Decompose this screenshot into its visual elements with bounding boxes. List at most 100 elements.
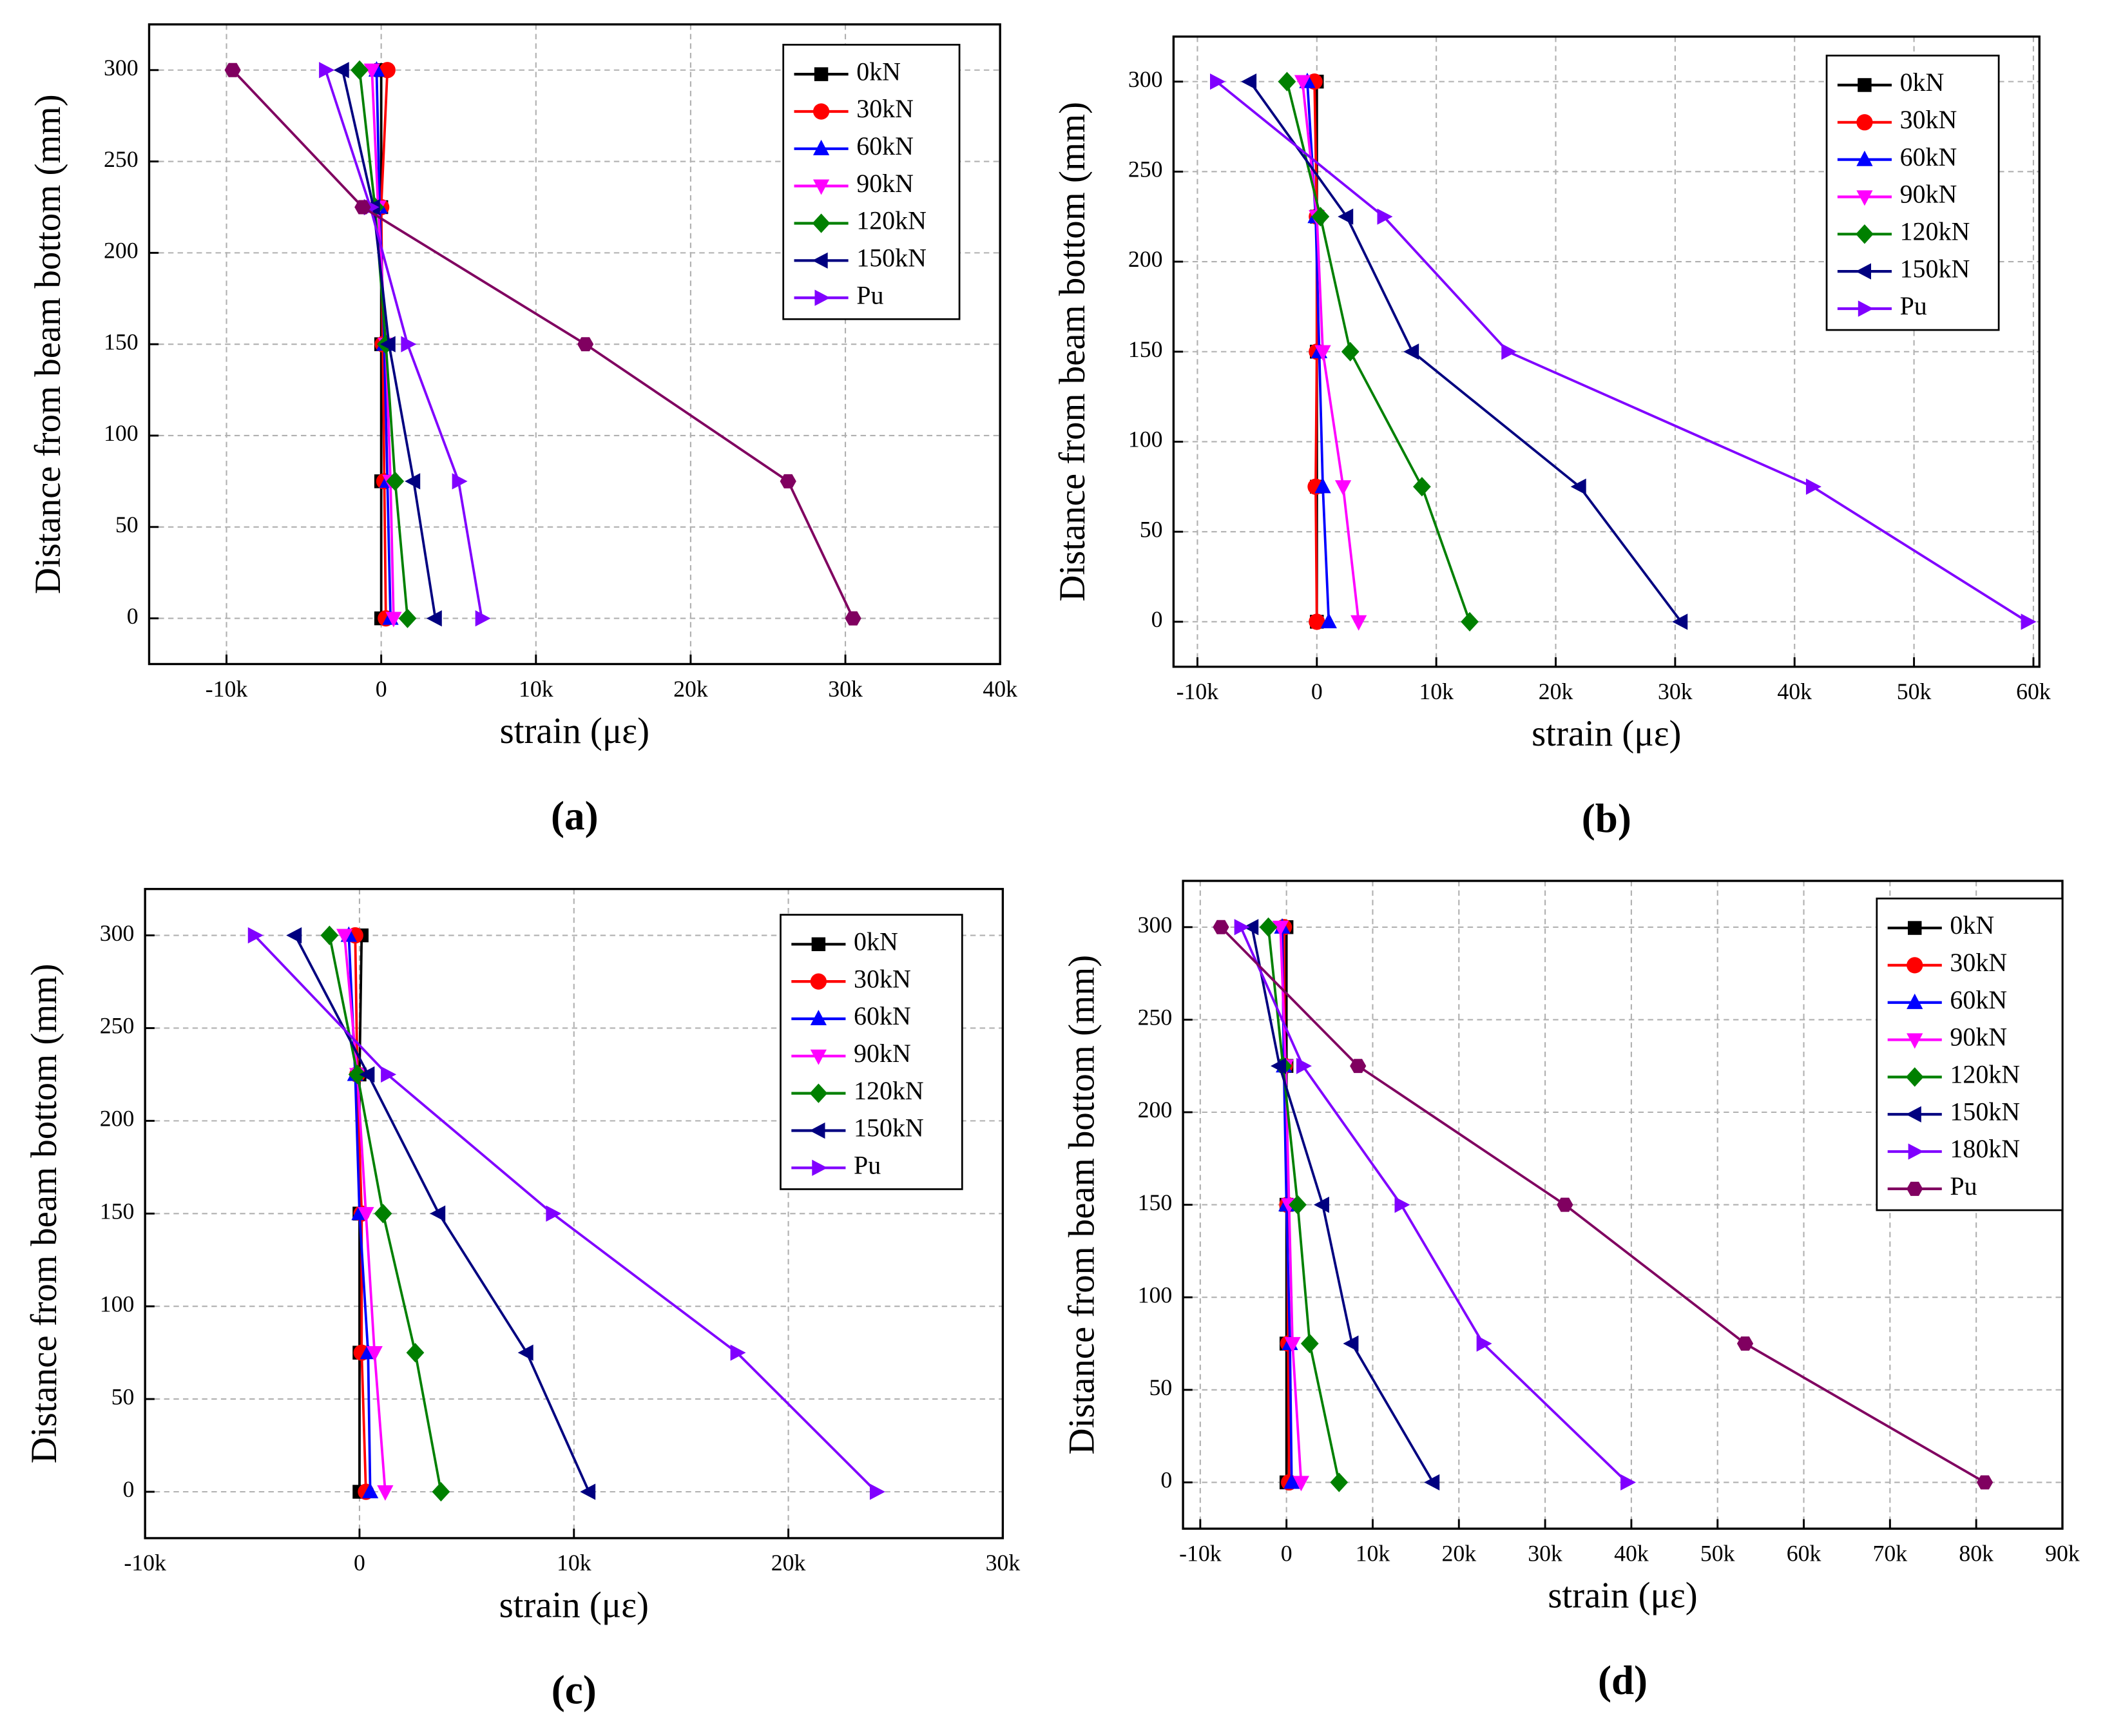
- chart-panel: -10k 0 10k 20k 30k 0 50 100 150 200 250 300 strain (…: [24, 887, 1020, 1712]
- data-point: [1394, 1196, 1410, 1213]
- y-tick-label: 250: [104, 146, 139, 172]
- data-point: [432, 1481, 450, 1502]
- y-tick-label: 300: [104, 55, 139, 81]
- legend-label: 0kN: [1950, 911, 1994, 940]
- data-point: [1289, 1195, 1307, 1215]
- legend-label: 90kN: [854, 1039, 911, 1068]
- legend-marker: [1856, 114, 1873, 131]
- data-point: [224, 63, 241, 77]
- data-point: [1461, 612, 1479, 632]
- x-tick-label: 40k: [983, 676, 1017, 702]
- data-point: [363, 63, 380, 79]
- legend-marker: [1907, 1181, 1923, 1196]
- x-tick-label: 0: [354, 1550, 365, 1576]
- data-point: [1314, 477, 1331, 494]
- legend-marker: [1907, 993, 1923, 1009]
- y-tick-label: 50: [115, 512, 139, 537]
- legend-marker: [812, 1159, 828, 1176]
- x-tick-label: 20k: [1441, 1540, 1476, 1566]
- y-axis-label: Distance from beam bottom (mm): [1062, 955, 1102, 1455]
- y-tick-label: 50: [111, 1384, 135, 1409]
- data-point: [1350, 1059, 1367, 1074]
- legend-marker: [1908, 921, 1922, 935]
- x-tick-label: -10k: [124, 1550, 166, 1576]
- data-point: [1343, 1335, 1359, 1352]
- data-point: [517, 1344, 533, 1361]
- legend-marker: [1856, 263, 1872, 280]
- x-tick-label: 20k: [1539, 679, 1573, 704]
- data-point: [361, 1483, 379, 1499]
- data-point: [358, 1207, 374, 1223]
- data-point: [1403, 343, 1419, 360]
- data-point: [1234, 919, 1250, 936]
- data-point: [398, 608, 417, 628]
- y-tick-label: 0: [122, 1476, 134, 1502]
- data-point: [2021, 613, 2037, 630]
- data-point: [1320, 612, 1337, 628]
- legend-box: [782, 44, 961, 320]
- x-tick-label: 20k: [673, 676, 708, 702]
- legend-marker: [1856, 190, 1873, 206]
- legend-label: 60kN: [856, 131, 914, 160]
- legend-marker: [812, 103, 830, 120]
- legend-marker: [810, 1049, 827, 1065]
- legend-label: 120kN: [856, 206, 927, 235]
- data-point: [1334, 480, 1352, 496]
- legend-marker: [814, 289, 831, 306]
- legend-label: 90kN: [856, 169, 914, 198]
- data-point: [406, 1342, 425, 1363]
- x-tick-label: 0: [1281, 1540, 1292, 1566]
- legend-marker: [810, 973, 827, 990]
- x-tick-label: 30k: [1528, 1540, 1562, 1566]
- data-point: [452, 473, 468, 490]
- chart-panel: -10k 0 10k 20k 30k 40k 50k 60k 0 50 100 150 200 250 30…: [1052, 35, 2051, 841]
- x-tick-label: 50k: [1897, 679, 1932, 704]
- y-tick-label: 200: [104, 238, 139, 264]
- y-tick-label: 100: [1128, 427, 1163, 452]
- y-tick-label: 250: [1138, 1005, 1173, 1030]
- data-point: [336, 929, 353, 945]
- data-point: [320, 925, 339, 945]
- data-point: [319, 62, 335, 79]
- legend-marker: [809, 1122, 825, 1139]
- data-point: [1271, 1057, 1287, 1074]
- legend-label: 180kN: [1950, 1134, 2020, 1163]
- y-tick-label: 300: [1138, 912, 1173, 938]
- data-point: [546, 1205, 562, 1222]
- y-axis-label: Distance from beam bottom (mm): [1052, 102, 1093, 602]
- data-point: [359, 1066, 375, 1083]
- y-tick-label: 100: [100, 1291, 135, 1316]
- data-point: [1620, 1474, 1637, 1491]
- data-point: [286, 927, 302, 944]
- data-point: [354, 200, 371, 215]
- y-tick-label: 100: [1138, 1282, 1173, 1307]
- data-point: [1672, 613, 1688, 630]
- y-tick-label: 200: [100, 1106, 135, 1132]
- y-tick-label: 0: [1160, 1467, 1172, 1493]
- legend-label: Pu: [854, 1150, 881, 1179]
- x-tick-label: 50k: [1700, 1540, 1735, 1566]
- data-point: [1501, 343, 1517, 360]
- data-point: [1272, 920, 1289, 936]
- legend-marker: [1908, 1143, 1924, 1160]
- data-point: [1309, 613, 1325, 630]
- legend-label: 30kN: [856, 94, 914, 123]
- data-point: [377, 1485, 394, 1501]
- y-tick-label: 100: [104, 420, 139, 446]
- data-point: [374, 1204, 392, 1224]
- x-tick-label: 40k: [1777, 679, 1812, 704]
- panel-label: (d): [1598, 1658, 1648, 1703]
- y-tick-label: 250: [1128, 157, 1163, 182]
- data-point: [1284, 1336, 1301, 1353]
- legend-label: 90kN: [1950, 1023, 2007, 1052]
- legend-label: 120kN: [1950, 1060, 2020, 1089]
- data-point: [1213, 920, 1229, 934]
- data-point: [780, 474, 796, 488]
- legend-box: [1876, 897, 2064, 1211]
- legend-marker: [812, 139, 830, 155]
- legend-label: 150kN: [856, 243, 927, 272]
- y-tick-label: 50: [1149, 1374, 1173, 1400]
- data-point: [385, 612, 402, 628]
- data-point: [1294, 75, 1311, 91]
- x-tick-label: 0: [1311, 679, 1323, 704]
